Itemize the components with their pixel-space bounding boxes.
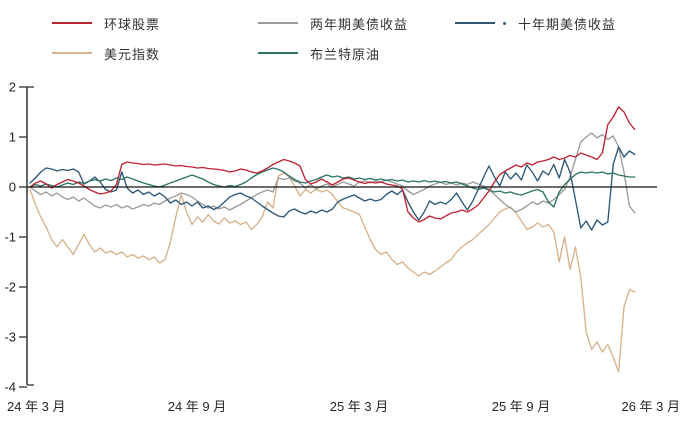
y-tick-label: -4 — [4, 380, 16, 395]
series-brent-crude — [29, 167, 636, 208]
legend-item-global-equities: 环球股票 — [52, 8, 160, 38]
legend-item-label: 两年期美债收益 — [310, 16, 409, 32]
legend-swatch-navy-line-dot — [455, 21, 506, 25]
legend-swatch-teal-line — [258, 52, 298, 54]
legend-column-3: 十年期美债收益 — [455, 8, 616, 38]
legend-column-2: 两年期美债收益 布兰特原油 — [258, 8, 408, 68]
y-tick-label: 2 — [9, 80, 16, 95]
legend-swatch-red-line — [52, 22, 92, 24]
legend-item-label: 十年期美债收益 — [518, 16, 617, 32]
legend-item-brent-crude: 布兰特原油 — [258, 38, 408, 68]
y-tick-label: -3 — [4, 330, 16, 345]
y-tick-label: 1 — [9, 130, 16, 145]
legend-item-label: 美元指数 — [104, 46, 161, 62]
series-global-equities — [29, 106, 636, 223]
x-tick-label: 26 年 3 月 — [621, 399, 680, 414]
series-us-2y-treasury-yield — [29, 132, 636, 214]
legend-swatch-gray-line — [258, 22, 298, 24]
legend-item-label: 环球股票 — [104, 16, 161, 32]
series-us-10y-treasury-yield — [29, 146, 636, 231]
x-tick-label: 25 年 9 月 — [492, 399, 551, 414]
legend-column-1: 环球股票 美元指数 — [52, 8, 160, 68]
y-tick-label: 0 — [9, 180, 16, 195]
legend-item-10y-treasury-yield: 十年期美债收益 — [455, 8, 616, 38]
legend-item-2y-treasury-yield: 两年期美债收益 — [258, 8, 408, 38]
legend-item-label: 布兰特原油 — [310, 46, 381, 62]
x-tick-label: 24 年 9 月 — [168, 399, 227, 414]
chart-legend: 环球股票 美元指数 两年期美债收益 布兰特原油 十年期美债收益 — [0, 8, 682, 72]
y-tick-label: -2 — [4, 280, 16, 295]
legend-swatch-tan-line — [52, 52, 92, 54]
x-tick-label: 24 年 3 月 — [7, 399, 66, 414]
y-tick-label: -1 — [4, 230, 16, 245]
x-tick-label: 25 年 3 月 — [330, 399, 389, 414]
legend-item-usd-index: 美元指数 — [52, 38, 160, 68]
series-usd-index — [29, 172, 636, 373]
